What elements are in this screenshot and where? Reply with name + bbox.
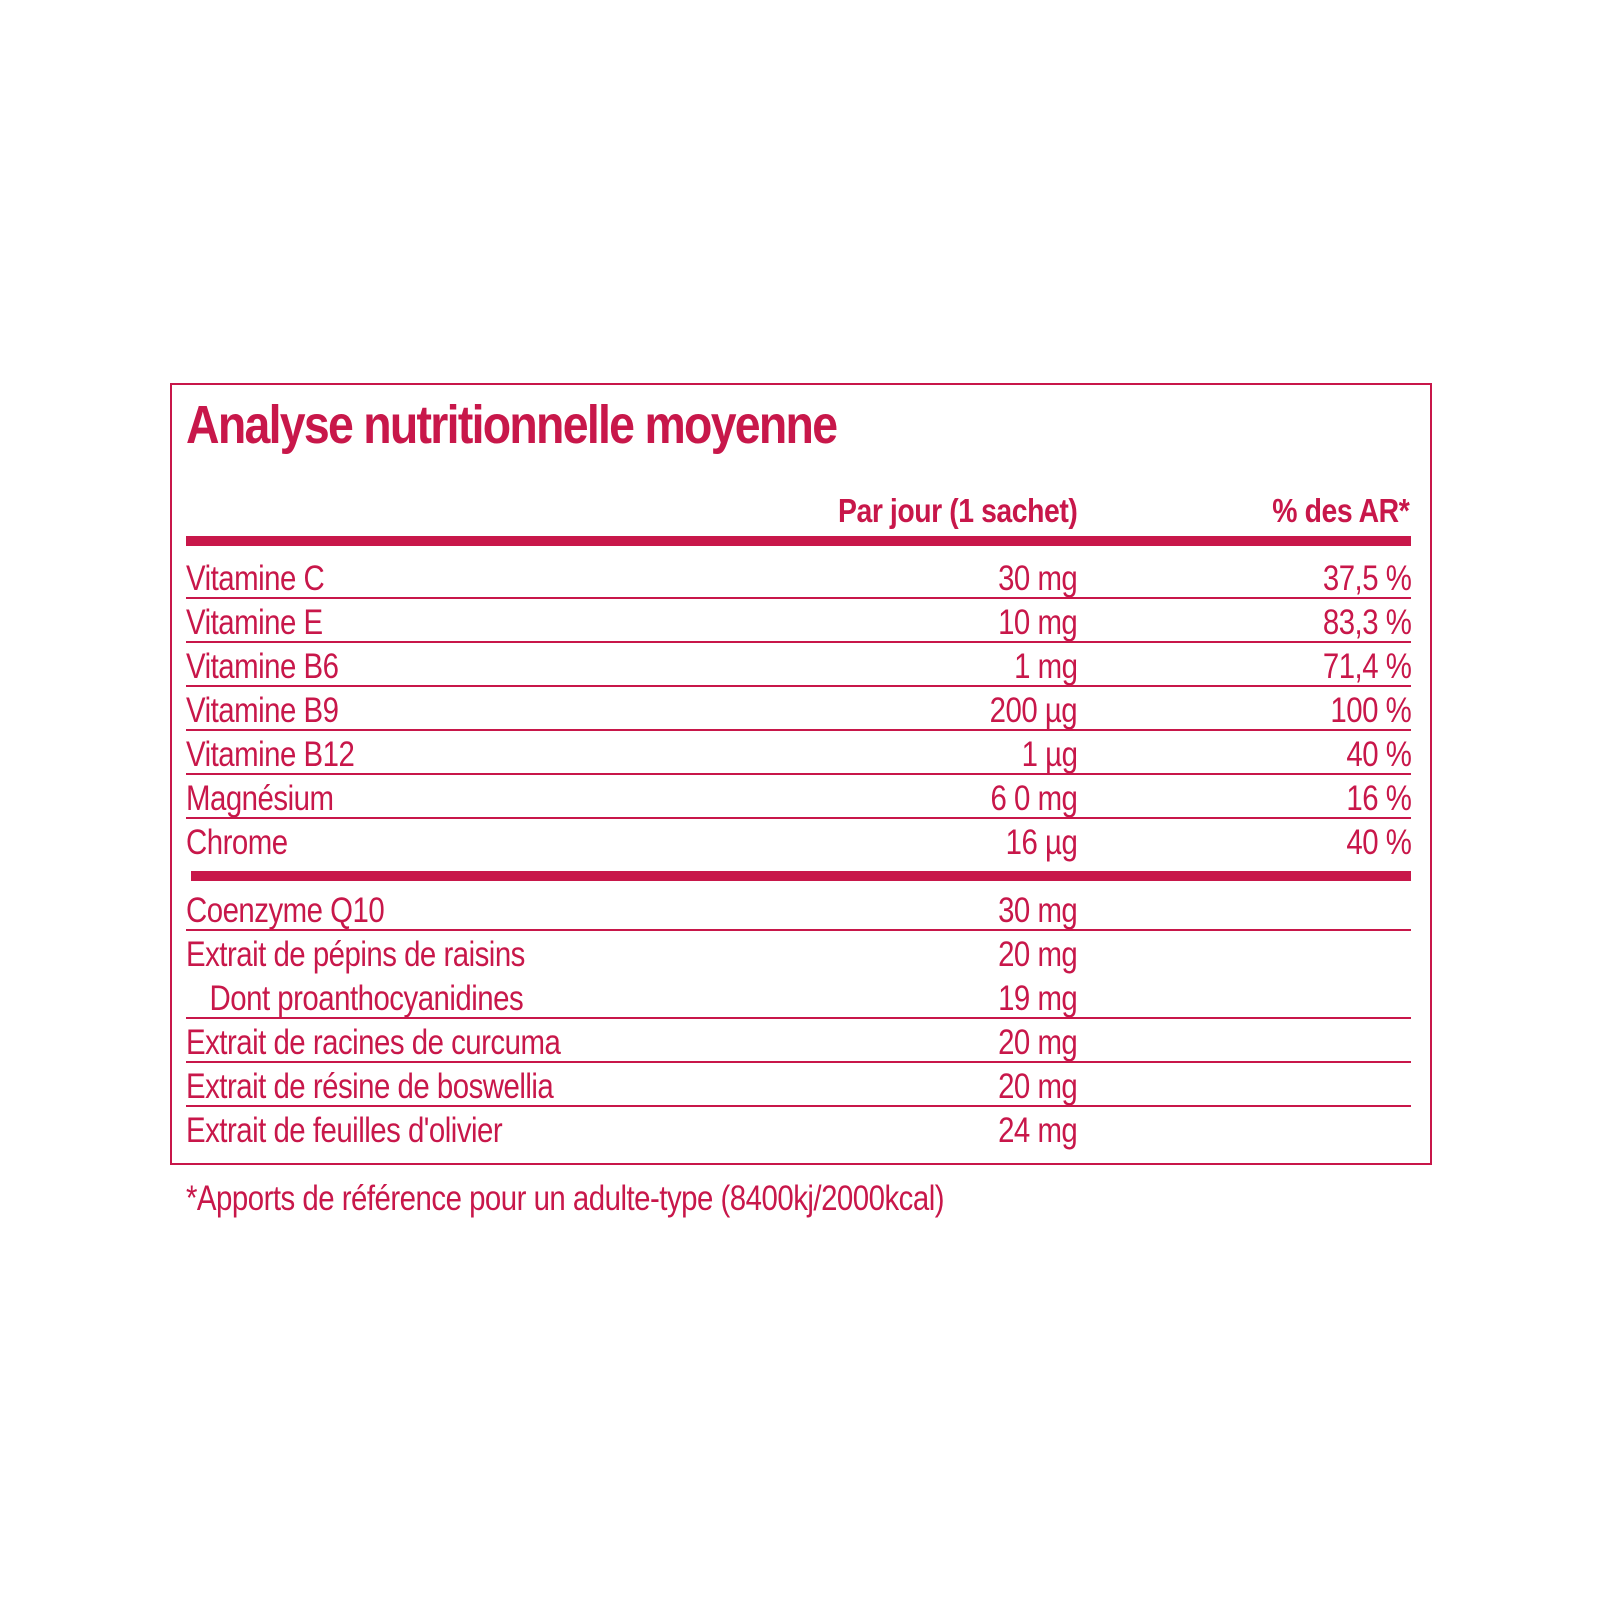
nutrient-name: Vitamine B6 [186,647,339,686]
nutrient-qty: 16 µg [1005,823,1077,862]
nutrient-qty: 200 µg [989,691,1078,730]
table-row-chrome: Chrome 16 µg 40 % [186,819,1412,863]
ingredient-qty: 20 mg [997,935,1078,974]
row-underline [186,685,1411,687]
ingredient-name: Coenzyme Q10 [186,891,385,930]
row-underline [186,729,1411,731]
row-underline [186,1017,1411,1019]
nutrient-qty: 30 mg [997,559,1078,598]
ingredient-qty: 20 mg [997,1023,1078,1062]
ingredient-name: Dont proanthocyanidines [209,979,524,1018]
table-row-vitamine-b9: Vitamine B9 200 µg 100 % [186,687,1412,731]
nutrient-name: Vitamine B9 [186,691,339,730]
ingredient-name: Extrait de résine de boswellia [186,1067,554,1106]
row-underline [186,1105,1411,1107]
nutrient-name: Vitamine B12 [186,735,355,774]
section-divider [191,871,1411,881]
ingredient-name: Extrait de racines de curcuma [186,1023,561,1062]
table-row-vitamine-b12: Vitamine B12 1 µg 40 % [186,731,1412,775]
row-underline [186,929,1411,931]
header-per-day: Par jour (1 sachet) [837,492,1078,529]
nutrient-pct: 40 % [1345,823,1412,862]
table-row-vitamine-b6: Vitamine B6 1 mg 71,4 % [186,643,1412,687]
nutrient-name: Vitamine E [186,603,323,642]
ingredient-qty: 19 mg [997,979,1078,1018]
ingredient-qty: 20 mg [997,1067,1078,1106]
row-underline [186,1061,1411,1063]
table-row-coenzyme-q10: Coenzyme Q10 30 mg [186,887,1411,931]
header-divider [186,536,1411,546]
nutrient-pct: 37,5 % [1322,559,1411,598]
table-row-proanthocyanidines: Dont proanthocyanidines 19 mg [186,975,1411,1019]
nutrient-name: Magnésium [186,779,334,818]
row-underline [186,597,1411,599]
nutrient-pct: 100 % [1330,691,1411,730]
row-underline [186,641,1411,643]
nutrition-panel [170,383,1432,1165]
table-row-magnesium: Magnésium 6 0 mg 16 % [186,775,1412,819]
nutrient-qty: 1 mg [1013,647,1078,686]
nutrient-qty: 6 0 mg [990,779,1077,818]
ingredient-qty: 30 mg [997,891,1078,930]
nutrient-pct: 40 % [1345,735,1412,774]
nutrient-name: Vitamine C [186,559,325,598]
footnote: *Apports de référence pour un adulte-typ… [186,1179,945,1218]
table-row-boswellia: Extrait de résine de boswellia 20 mg [186,1063,1411,1107]
row-underline [186,773,1411,775]
nutrient-qty: 10 mg [997,603,1078,642]
ingredient-name: Extrait de feuilles d'olivier [186,1111,503,1150]
table-row-vitamine-c: Vitamine C 30 mg 37,5 % [186,555,1412,599]
nutrient-pct: 83,3 % [1322,603,1411,642]
table-row-olive-leaf: Extrait de feuilles d'olivier 24 mg [186,1107,1411,1151]
table-row-curcuma: Extrait de racines de curcuma 20 mg [186,1019,1411,1063]
panel-title: Analyse nutritionnelle moyenne [186,395,838,455]
nutrient-name: Chrome [186,823,288,862]
row-underline [186,817,1411,819]
table-row-grape-seed: Extrait de pépins de raisins 20 mg [186,931,1411,975]
ingredient-qty: 24 mg [997,1111,1078,1150]
nutrient-qty: 1 µg [1021,735,1077,774]
table-row-vitamine-e: Vitamine E 10 mg 83,3 % [186,599,1412,643]
nutrient-pct: 16 % [1345,779,1412,818]
nutrient-pct: 71,4 % [1322,647,1411,686]
header-percent-ar: % des AR* [1271,492,1409,529]
ingredient-name: Extrait de pépins de raisins [186,935,525,974]
